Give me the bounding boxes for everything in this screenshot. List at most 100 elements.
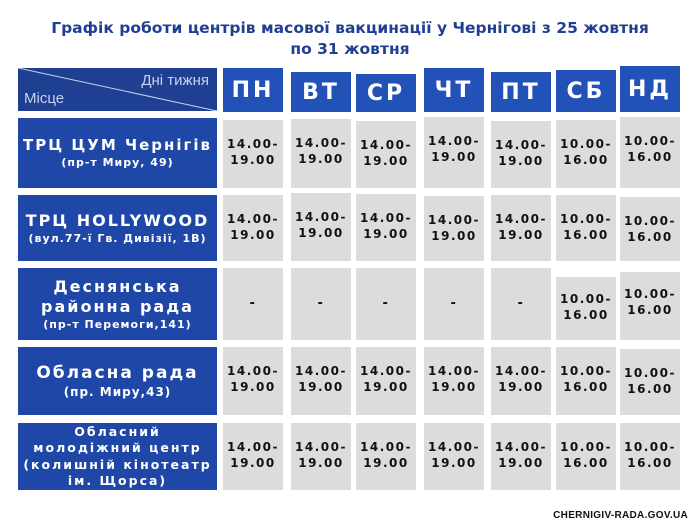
hours-cell: 14.00- 19.00 <box>356 194 416 261</box>
days-of-week-label: Дні тижня <box>141 72 209 89</box>
hours-cell: 10.00- 16.00 <box>620 197 680 261</box>
hours-cell: 14.00- 19.00 <box>356 121 416 188</box>
hours-text: - <box>517 296 525 311</box>
hours-cell: 14.00- 19.00 <box>424 423 484 490</box>
place-cell: ТРЦ ЦУМ Чернігів (пр-т Миру, 49) <box>18 118 217 188</box>
hours-cell: 14.00- 19.00 <box>223 195 283 261</box>
hours-text: 16.00 <box>563 456 609 470</box>
hours-text: 19.00 <box>363 380 409 394</box>
hours-cell: 10.00- 16.00 <box>556 423 616 490</box>
place-name: Деснянська <box>53 276 182 296</box>
hours-text: 14.00- <box>295 364 347 378</box>
hours-text: 19.00 <box>431 150 477 164</box>
hours-text: 16.00 <box>627 456 673 470</box>
place-name: Обласний <box>74 423 161 439</box>
hours-cell: 10.00- 16.00 <box>620 117 680 188</box>
hours-text: 19.00 <box>298 152 344 166</box>
hours-text: 19.00 <box>230 380 276 394</box>
hours-cell: 14.00- 19.00 <box>491 347 551 415</box>
footer-website: CHERNIGIV-RADA.GOV.UA <box>553 510 688 521</box>
place-cell: Обласна рада (пр. Миру,43) <box>18 347 217 415</box>
title-line-2: по 31 жовтня <box>290 40 410 58</box>
hours-cell: 14.00- 19.00 <box>291 347 351 415</box>
hours-text: 19.00 <box>230 228 276 242</box>
hours-text: 10.00- <box>560 212 612 226</box>
hours-cell: 14.00- 19.00 <box>491 423 551 490</box>
hours-cell: 14.00- 19.00 <box>291 423 351 490</box>
hours-cell: 10.00- 16.00 <box>556 347 616 415</box>
day-header: ПН <box>223 68 283 112</box>
place-address: (вул.77-ї Гв. Дивізії, 1В) <box>28 231 207 245</box>
place-label: Місце <box>24 90 65 107</box>
hours-cell: 14.00- 19.00 <box>491 195 551 261</box>
hours-cell: - <box>223 268 283 340</box>
hours-text: 14.00- <box>295 210 347 224</box>
hours-cell: - <box>424 268 484 340</box>
place-cell: Обласний молодіжний центр (колишній кіноте… <box>18 423 217 490</box>
hours-cell: 14.00- 19.00 <box>356 347 416 415</box>
hours-cell: 14.00- 19.00 <box>291 193 351 261</box>
hours-cell: 14.00- 19.00 <box>356 423 416 490</box>
day-header: ВТ <box>291 72 351 112</box>
place-name: районна рада <box>41 296 194 316</box>
hours-text: 19.00 <box>363 456 409 470</box>
hours-text: 14.00- <box>295 136 347 150</box>
page-title: Графік роботи центрів масової вакцинації… <box>0 18 700 60</box>
hours-cell: 10.00- 16.00 <box>620 423 680 490</box>
hours-text: 10.00- <box>624 366 676 380</box>
hours-text: 19.00 <box>230 153 276 167</box>
day-header: ПТ <box>491 72 551 112</box>
hours-text: 10.00- <box>624 287 676 301</box>
hours-cell: 14.00- 19.00 <box>424 117 484 188</box>
hours-cell: 14.00- 19.00 <box>223 120 283 188</box>
hours-text: 14.00- <box>428 440 480 454</box>
hours-text: 19.00 <box>230 456 276 470</box>
hours-text: 10.00- <box>624 440 676 454</box>
hours-text: 10.00- <box>560 292 612 306</box>
hours-text: 16.00 <box>627 382 673 396</box>
header-corner-cell: Дні тижня Місце <box>18 68 217 111</box>
hours-text: 16.00 <box>563 308 609 322</box>
hours-text: 14.00- <box>495 212 547 226</box>
hours-text: 19.00 <box>498 380 544 394</box>
place-name: ТРЦ HOLLYWOOD <box>25 210 210 230</box>
place-address: (пр-т Перемоги,141) <box>43 317 192 331</box>
hours-text: 14.00- <box>295 440 347 454</box>
place-name: (колишній кінотеатр <box>23 456 212 472</box>
hours-text: 16.00 <box>627 303 673 317</box>
hours-text: 19.00 <box>298 456 344 470</box>
hours-text: 14.00- <box>360 440 412 454</box>
hours-cell: 14.00- 19.00 <box>291 119 351 188</box>
hours-text: 14.00- <box>495 440 547 454</box>
title-line-1: Графік роботи центрів масової вакцинації… <box>51 19 649 37</box>
hours-text: 14.00- <box>227 364 279 378</box>
day-header: СР <box>356 74 416 112</box>
place-cell: Деснянська районна рада (пр-т Перемоги,141… <box>18 268 217 340</box>
hours-text: 19.00 <box>298 226 344 240</box>
hours-cell: 14.00- 19.00 <box>424 347 484 415</box>
hours-cell: 14.00- 19.00 <box>223 423 283 490</box>
hours-text: 10.00- <box>560 364 612 378</box>
day-header: НД <box>620 66 680 112</box>
hours-text: 14.00- <box>360 364 412 378</box>
hours-text: 14.00- <box>495 364 547 378</box>
hours-text: - <box>249 296 257 311</box>
hours-text: 14.00- <box>428 134 480 148</box>
hours-cell: 14.00- 19.00 <box>424 196 484 261</box>
place-name: молодіжний центр <box>33 440 202 455</box>
place-name: ім. Щорса) <box>67 473 168 488</box>
hours-cell: - <box>356 268 416 340</box>
hours-text: 14.00- <box>360 138 412 152</box>
hours-text: 14.00- <box>428 213 480 227</box>
hours-text: 14.00- <box>495 138 547 152</box>
hours-cell: 10.00- 16.00 <box>556 195 616 261</box>
hours-text: 19.00 <box>431 380 477 394</box>
hours-text: 10.00- <box>560 137 612 151</box>
hours-text: 14.00- <box>227 212 279 226</box>
day-header: СБ <box>556 70 616 112</box>
place-address: (пр. Миру,43) <box>63 384 172 399</box>
hours-cell: - <box>291 268 351 340</box>
hours-text: 14.00- <box>227 137 279 151</box>
hours-text: 19.00 <box>431 229 477 243</box>
hours-text: - <box>450 296 458 311</box>
